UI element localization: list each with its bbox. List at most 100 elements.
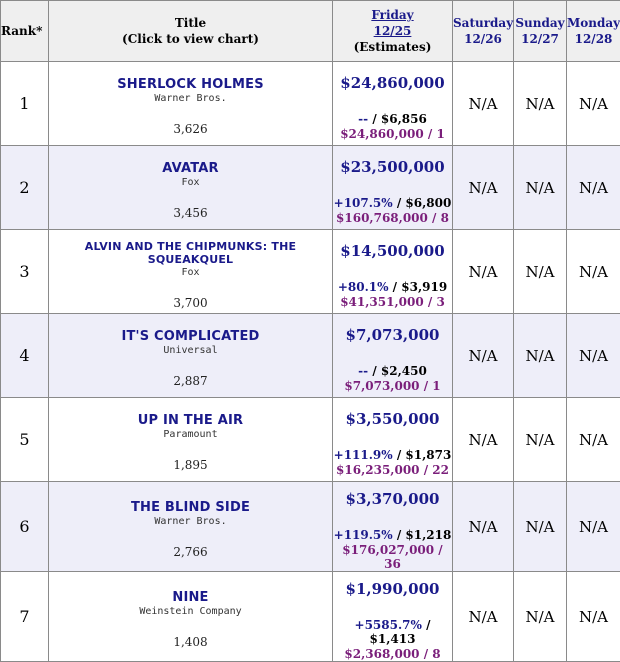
friday-gross-cell: $1,990,000+5585.7% / $1,413$2,368,000 / … [333,572,453,662]
rank-cell: 6 [1,482,49,572]
movie-title-link[interactable]: AVATAR [49,161,332,176]
percent-change: +80.1% [338,280,389,294]
monday-cell: N/A [567,146,620,230]
rank-value: 4 [19,346,29,365]
percent-change: +111.9% [334,448,393,462]
theater-count: 3,456 [49,206,332,220]
saturday-cell: N/A [453,572,514,662]
daily-gross: $23,500,000 [333,158,452,176]
theater-count: 3,700 [49,296,332,310]
friday-gross-cell: $7,073,000-- / $2,450$7,073,000 / 1 [333,314,453,398]
rank-cell: 3 [1,230,49,314]
saturday-cell: N/A [453,230,514,314]
cumulative-gross: $16,235,000 / 22 [333,463,452,477]
daily-gross: $24,860,000 [333,74,452,92]
movie-title-link[interactable]: SHERLOCK HOLMES [49,77,332,92]
cumulative-gross: $2,368,000 / 8 [333,647,452,661]
movie-title-link[interactable]: THE BLIND SIDE [49,500,332,515]
percent-change: -- [358,364,368,378]
percent-change: +119.5% [334,528,393,542]
studio-name: Warner Bros. [49,93,332,104]
per-theater-average: / $2,450 [368,364,427,378]
title-header: Title (Click to view chart) [49,1,333,62]
rank-value: 6 [19,517,29,536]
movie-title-link[interactable]: NINE [49,590,332,605]
studio-name: Universal [49,345,332,356]
studio-name: Paramount [49,429,332,440]
header-row: Rank* Title (Click to view chart) Friday… [1,1,620,62]
rank-value: 7 [19,607,29,626]
percent-change: +5585.7% [355,618,422,632]
sunday-cell: N/A [514,398,567,482]
monday-cell: N/A [567,230,620,314]
sunday-header: Sunday 12/27 [514,1,567,62]
daily-gross: $7,073,000 [333,326,452,344]
theater-count: 2,887 [49,374,332,388]
saturday-cell: N/A [453,314,514,398]
studio-name: Weinstein Company [49,606,332,617]
rank-value: 5 [19,430,29,449]
sunday-cell: N/A [514,62,567,146]
saturday-cell: N/A [453,62,514,146]
estimates-label: (Estimates) [333,39,452,55]
change-and-average: +119.5% / $1,218 [333,528,452,542]
per-theater-average: / $6,800 [393,196,452,210]
daily-gross: $1,990,000 [333,580,452,598]
theater-count: 1,408 [49,635,332,649]
theater-count: 2,766 [49,545,332,559]
movie-title-link[interactable]: IT'S COMPLICATED [49,329,332,344]
sunday-cell: N/A [514,572,567,662]
monday-cell: N/A [567,398,620,482]
studio-name: Fox [49,177,332,188]
change-and-average: +107.5% / $6,800 [333,196,452,210]
change-and-average: -- / $6,856 [333,112,452,126]
movie-title-link[interactable]: ALVIN AND THE CHIPMUNKS: THE SQUEAKQUEL [49,240,332,266]
friday-header: Friday 12/25 (Estimates) [333,1,453,62]
cumulative-gross: $176,027,000 / 36 [333,543,452,571]
rank-value: 2 [19,178,29,197]
cumulative-gross: $160,768,000 / 8 [333,211,452,225]
studio-name: Warner Bros. [49,516,332,527]
cumulative-gross: $41,351,000 / 3 [333,295,452,309]
saturday-cell: N/A [453,482,514,572]
rank-value: 3 [19,262,29,281]
friday-gross-cell: $14,500,000 +80.1% / $3,919$41,351,000 / … [333,230,453,314]
movie-title-link[interactable]: UP IN THE AIR [49,413,332,428]
per-theater-average: / $6,856 [368,112,427,126]
change-and-average: -- / $2,450 [333,364,452,378]
monday-cell: N/A [567,62,620,146]
rank-header: Rank* [1,1,49,62]
rank-cell: 2 [1,146,49,230]
per-theater-average: / $1,873 [393,448,452,462]
sunday-cell: N/A [514,482,567,572]
friday-gross-cell: $3,370,000+119.5% / $1,218$176,027,000 /… [333,482,453,572]
theater-count: 3,626 [49,122,332,136]
theater-count: 1,895 [49,458,332,472]
friday-gross-cell: $24,860,000-- / $6,856$24,860,000 / 1 [333,62,453,146]
friday-gross-cell: $23,500,000 +107.5% / $6,800$160,768,000 … [333,146,453,230]
per-theater-average: / $1,218 [393,528,452,542]
sunday-cell: N/A [514,230,567,314]
rank-cell: 7 [1,572,49,662]
per-theater-average: / $3,919 [389,280,448,294]
friday-header-link[interactable]: Friday 12/25 [333,7,452,39]
percent-change: +107.5% [334,196,393,210]
daily-gross: $14,500,000 [333,242,452,260]
saturday-cell: N/A [453,146,514,230]
title-header-label: Title [49,15,332,31]
daily-gross: $3,550,000 [333,410,452,428]
saturday-cell: N/A [453,398,514,482]
title-header-hint: (Click to view chart) [49,31,332,47]
